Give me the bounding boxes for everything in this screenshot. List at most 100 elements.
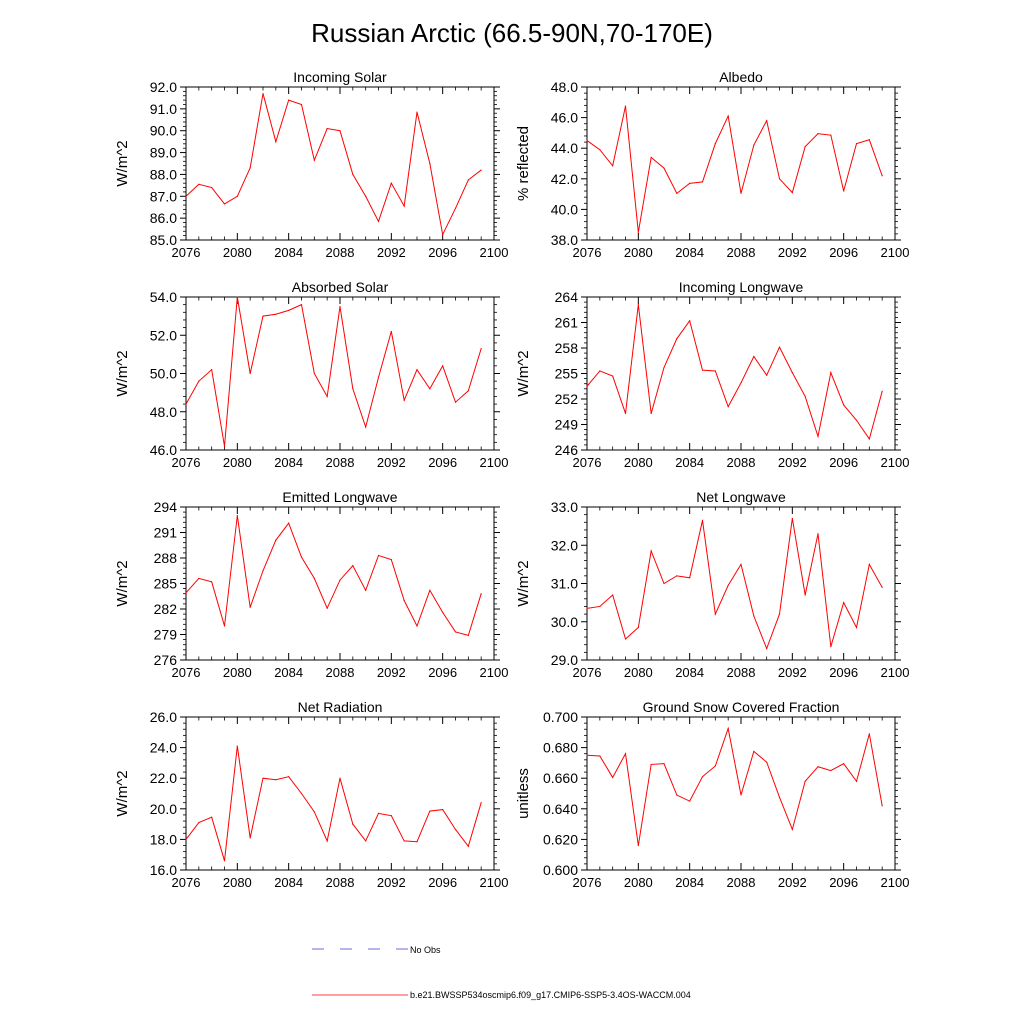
plot-frame: [586, 506, 896, 661]
data-point: [817, 435, 819, 437]
y-tick-label: 29.0: [551, 652, 578, 668]
data-point: [637, 304, 639, 306]
x-tick-label: 2092: [778, 455, 807, 470]
x-tick-label: 2080: [223, 665, 252, 680]
data-point: [650, 156, 652, 158]
data-point: [650, 550, 652, 552]
x-tick-label: 2080: [223, 245, 252, 260]
data-point: [352, 823, 354, 825]
panel-absorbed-solar: Absorbed Solar W/m^2 2076 2080 2084 2088 2092 2…: [114, 279, 508, 470]
data-point: [365, 840, 367, 842]
y-tick-label: 30.0: [551, 614, 578, 630]
x-tick-label: 2084: [675, 455, 704, 470]
y-tick-label: 0.640: [543, 801, 578, 817]
panel-emitted-longwave: Emitted Longwave W/m^2 2076 2080 2084 2088 209…: [114, 489, 508, 680]
panel-incoming-longwave: Incoming Longwave W/m^2 2076 2080 2084 2088 20…: [515, 279, 909, 470]
data-point: [881, 390, 883, 392]
data-point: [300, 103, 303, 106]
data-point: [352, 173, 354, 176]
x-tick-label: 2096: [829, 455, 858, 470]
y-tick-label: 44.0: [551, 140, 578, 156]
data-point: [365, 426, 367, 428]
data-point: [663, 763, 665, 765]
plot-frame: [185, 506, 495, 661]
x-tick-label: 2076: [573, 455, 602, 470]
y-tick-label: 20.0: [150, 801, 177, 817]
data-point: [288, 99, 290, 101]
data-point: [599, 605, 601, 608]
data-point: [599, 149, 601, 151]
data-point: [843, 404, 845, 406]
data-point: [275, 779, 277, 781]
data-point: [365, 589, 367, 591]
data-point: [727, 727, 729, 730]
x-tick-label: 2084: [675, 665, 704, 680]
data-point: [599, 755, 601, 757]
y-axis-label: W/m^2: [114, 770, 131, 816]
x-tick-label: 2092: [377, 665, 406, 680]
data-point: [352, 565, 354, 567]
x-tick-label: 2076: [573, 665, 602, 680]
y-tick-label: 249: [555, 417, 579, 433]
y-axis-label: W/m^2: [114, 350, 131, 396]
data-point: [275, 313, 277, 315]
x-tick-label: 2092: [778, 245, 807, 260]
data-point: [185, 403, 187, 405]
data-point: [249, 167, 251, 169]
data-point: [740, 563, 742, 565]
data-point: [480, 593, 482, 595]
data-point: [830, 646, 832, 648]
y-tick-label: 33.0: [551, 499, 578, 515]
data-point: [223, 203, 226, 205]
data-point: [868, 139, 870, 141]
data-point: [843, 602, 845, 604]
data-point: [429, 589, 431, 591]
x-tick-label: 2084: [274, 455, 303, 470]
x-tick-label: 2096: [829, 665, 858, 680]
data-point: [843, 190, 845, 192]
x-tick-label: 2092: [377, 245, 406, 260]
y-tick-label: 276: [154, 652, 178, 668]
data-point: [326, 127, 328, 130]
x-tick-label: 2088: [727, 665, 756, 680]
panel-title: Incoming Longwave: [679, 279, 804, 295]
y-tick-label: 255: [555, 366, 579, 382]
data-point: [701, 181, 704, 183]
data-point: [467, 390, 469, 392]
x-tick-label: 2080: [624, 875, 653, 890]
data-point: [416, 625, 418, 627]
data-point: [236, 514, 238, 517]
data-point: [390, 330, 392, 333]
data-point: [881, 805, 883, 807]
panel-albedo: Albedo % reflected 2076 2080 2084 2088 2092 209…: [515, 69, 909, 260]
x-tick-label: 2084: [274, 665, 303, 680]
y-tick-label: 294: [154, 499, 178, 515]
data-point: [830, 134, 832, 136]
y-tick-label: 92.0: [150, 79, 177, 95]
data-point: [390, 815, 392, 817]
x-tick-label: 2092: [377, 455, 406, 470]
series-line: [586, 518, 883, 650]
y-axis-label: W/m^2: [515, 560, 532, 606]
data-point: [275, 539, 277, 541]
x-tick-label: 2088: [727, 875, 756, 890]
series-line: [586, 106, 883, 233]
panel-net-radiation: Net Radiation W/m^2 2076 2080 2084 2088 2092 20…: [114, 699, 508, 890]
data-point: [198, 183, 200, 185]
x-tick-label: 2100: [480, 875, 509, 890]
data-point: [766, 761, 768, 763]
data-point: [663, 582, 665, 585]
data-point: [701, 776, 704, 778]
data-point: [637, 231, 639, 233]
data-point: [586, 139, 588, 142]
data-point: [753, 615, 755, 617]
data-point: [416, 841, 418, 843]
data-point: [612, 776, 614, 779]
data-point: [714, 370, 716, 372]
plot-frame: [185, 296, 495, 451]
data-point: [403, 399, 405, 401]
data-point: [429, 162, 431, 165]
data-point: [689, 577, 691, 579]
series-line: [586, 726, 883, 846]
y-tick-label: 18.0: [150, 831, 177, 847]
